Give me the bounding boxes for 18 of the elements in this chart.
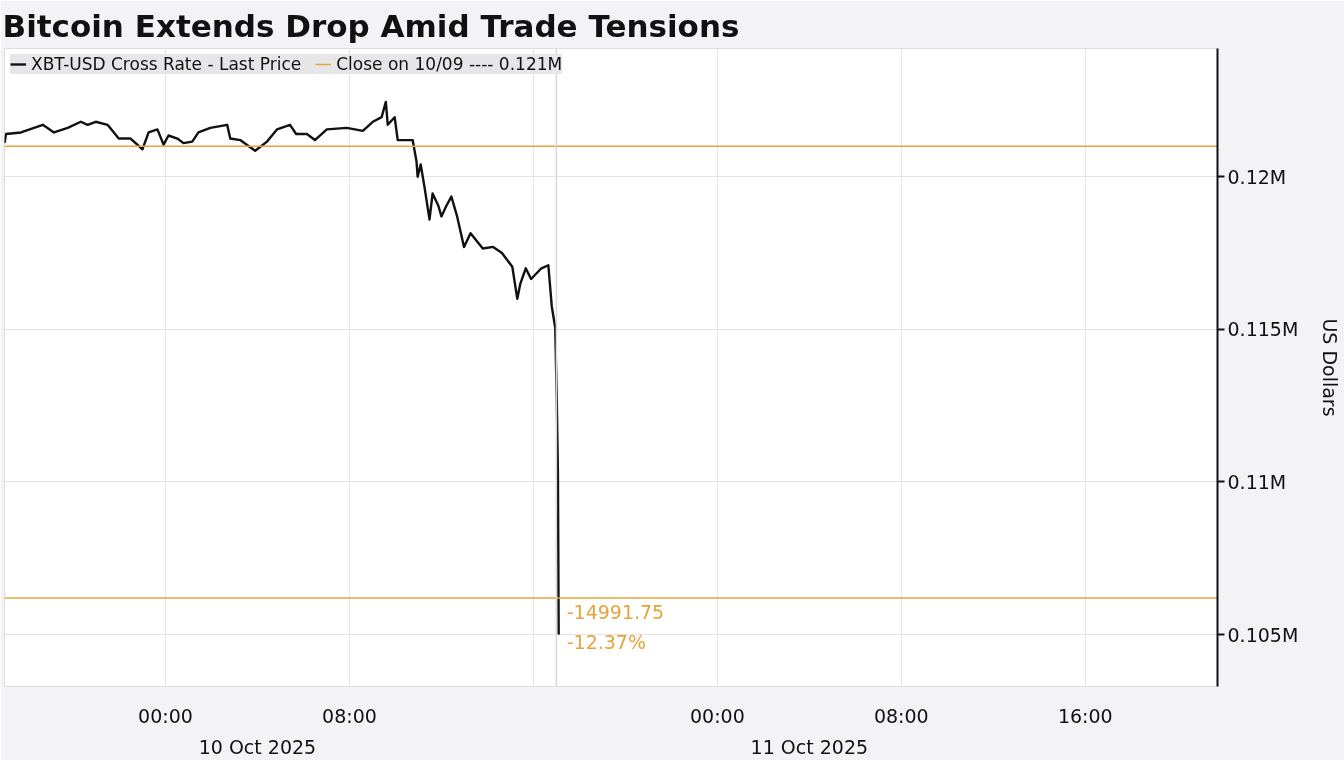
x-tick-label: 08:00 — [322, 704, 377, 727]
x-tick-label: 08:00 — [873, 704, 929, 727]
annotation: -14991.75 — [566, 600, 665, 623]
line-series — [4, 100, 560, 636]
y-tick-label: 0.12M — [1227, 165, 1287, 188]
y-tick-label: 0.11M — [1227, 470, 1287, 493]
y-tick-label: 0.115M — [1227, 318, 1299, 341]
x-tick-label: 00:00 — [138, 704, 193, 727]
text: 10 Oct 2025 — [198, 735, 317, 758]
y-axis-title: US Dollars — [1319, 318, 1342, 417]
legend-label: XBT-USD Cross Rate - Last Price — [31, 54, 302, 74]
chart-title: Bitcoin Extends Drop Amid Trade Tensions — [2, 7, 740, 44]
x-tick-label: 16:00 — [1057, 704, 1113, 727]
x-tick-label: 00:00 — [689, 704, 745, 727]
y-tick-label: 0.105M — [1227, 623, 1299, 646]
text: 11 Oct 2025 — [750, 735, 869, 758]
legend-label: Close on 10/09 ---- 0.121M — [336, 54, 563, 74]
annotation: -12.37% — [566, 631, 646, 654]
